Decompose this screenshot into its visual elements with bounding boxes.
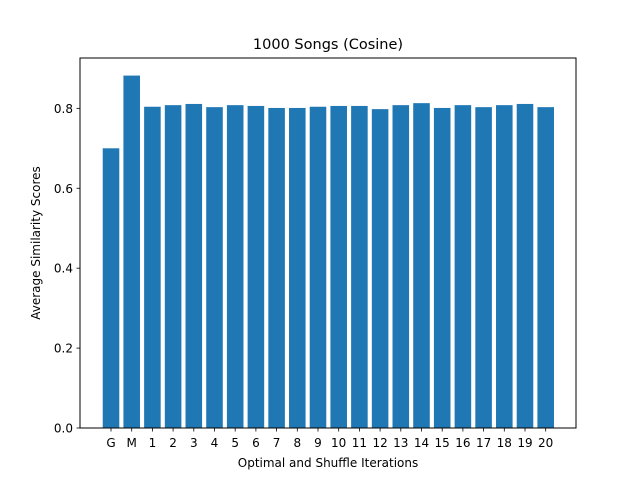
x-tick-label: 20 bbox=[538, 436, 553, 450]
y-tick-label: 0.8 bbox=[54, 102, 73, 116]
x-tick-label: 11 bbox=[352, 436, 367, 450]
bar-12 bbox=[371, 109, 389, 428]
bar-18 bbox=[496, 105, 513, 429]
bar-11 bbox=[351, 105, 368, 428]
bar-19 bbox=[516, 103, 534, 428]
x-tick-label: 17 bbox=[476, 436, 491, 450]
bar-1 bbox=[144, 106, 161, 428]
bar-4 bbox=[206, 107, 223, 429]
x-tick-label: 3 bbox=[190, 436, 198, 450]
bar-M bbox=[123, 75, 140, 428]
x-tick-label: 13 bbox=[393, 436, 408, 450]
y-tick-label: 0.6 bbox=[54, 182, 73, 196]
x-tick-label: 7 bbox=[273, 436, 281, 450]
bar-15 bbox=[433, 107, 451, 428]
x-tick-label: 2 bbox=[169, 436, 177, 450]
bar-13 bbox=[392, 105, 410, 429]
bar-G bbox=[102, 148, 120, 429]
bar-3 bbox=[185, 103, 203, 428]
x-tick-label: 9 bbox=[314, 436, 322, 450]
y-tick-label: 0.2 bbox=[54, 342, 73, 356]
bar-16 bbox=[454, 105, 472, 429]
x-tick-label: 4 bbox=[211, 436, 219, 450]
x-tick-label: 19 bbox=[517, 436, 532, 450]
y-axis-label: Average Similarity Scores bbox=[29, 166, 43, 320]
y-tick-label: 0.4 bbox=[54, 262, 73, 276]
bar-8 bbox=[289, 107, 306, 428]
x-tick-label: 10 bbox=[331, 436, 346, 450]
bar-5 bbox=[226, 105, 244, 429]
plot-frame bbox=[79, 57, 577, 429]
x-tick-label: 16 bbox=[455, 436, 470, 450]
x-tick-label: 14 bbox=[414, 436, 429, 450]
bar-2 bbox=[164, 105, 182, 429]
bar-10 bbox=[330, 105, 347, 428]
x-axis-label: Optimal and Shuffle Iterations bbox=[238, 456, 418, 470]
bar-6 bbox=[247, 105, 265, 428]
x-tick-label: G bbox=[106, 436, 115, 450]
bar-9 bbox=[309, 106, 327, 428]
x-tick-label: 18 bbox=[497, 436, 512, 450]
bar-17 bbox=[475, 107, 492, 429]
bar-14 bbox=[413, 103, 430, 429]
x-tick-label: 6 bbox=[252, 436, 260, 450]
bar-20 bbox=[537, 107, 554, 429]
y-axis-ticks: 0.0 0.2 0.4 0.6 0.8 bbox=[54, 102, 80, 436]
bar-7 bbox=[268, 107, 285, 428]
x-axis-ticks: G M 1 2 3 4 5 6 7 8 9 10 11 12 13 14 15 16 17 18 19 20 bbox=[106, 428, 553, 450]
x-tick-label: 8 bbox=[293, 436, 301, 450]
x-tick-label: 15 bbox=[435, 436, 450, 450]
bars-group bbox=[102, 75, 554, 429]
y-tick-label: 0.0 bbox=[54, 422, 73, 436]
x-tick-label: 12 bbox=[372, 436, 387, 450]
x-tick-label: 5 bbox=[231, 436, 239, 450]
x-tick-label: 1 bbox=[149, 436, 157, 450]
x-tick-label: M bbox=[127, 436, 137, 450]
chart-title: 1000 Songs (Cosine) bbox=[253, 37, 403, 53]
